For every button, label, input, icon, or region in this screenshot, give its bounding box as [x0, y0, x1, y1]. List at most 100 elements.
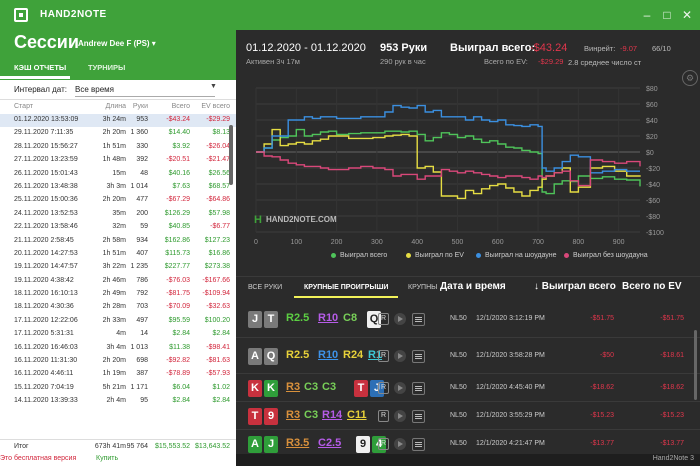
- table-row[interactable]: 18.11.2020 16:10:13 2h 49m 792 -$81.75 -$109…: [0, 288, 236, 301]
- play-icon[interactable]: [394, 313, 406, 325]
- replay-badge[interactable]: R: [378, 350, 389, 362]
- cell-total: $14.40: [168, 129, 190, 137]
- play-icon[interactable]: [394, 438, 406, 450]
- date-interval: Интервал дат: Все время ▼: [0, 80, 236, 100]
- play-icon[interactable]: [394, 410, 406, 422]
- col-total[interactable]: Всего: [171, 103, 190, 110]
- table-row[interactable]: 26.11.2020 15:01:43 15m 48 $40.16 $26.56: [0, 168, 236, 181]
- tab-big-wins[interactable]: КРУПНЫ: [408, 284, 438, 291]
- col-ev-total[interactable]: Всего по EV: [622, 281, 682, 292]
- cell-start: 18.11.2020 4:30:36: [14, 303, 74, 311]
- table-row[interactable]: 21.11.2020 2:58:45 2h 58m 934 $162.86 $127.2…: [0, 235, 236, 248]
- tab-big-losses[interactable]: КРУПНЫЕ ПРОИГРЫШИ: [304, 284, 389, 291]
- scrollbar[interactable]: [229, 125, 233, 185]
- table-row[interactable]: 16.11.2020 16:46:03 3h 4m 1 013 $11.38 -$98.…: [0, 342, 236, 355]
- table-row[interactable]: 14.11.2020 13:39:33 2h 4m 95 $2.84 $2.84: [0, 395, 236, 408]
- notes-icon[interactable]: [412, 349, 425, 363]
- board-card: Q: [367, 310, 381, 328]
- legend-item-showdown[interactable]: Выиграл на шоудауне: [476, 252, 557, 259]
- tab-tournaments[interactable]: ТУРНИРЫ: [88, 63, 126, 72]
- table-row[interactable]: 16.11.2020 4:46:11 1h 19m 387 -$78.89 -$57.9…: [0, 368, 236, 381]
- cell-length: 3h 24m: [102, 116, 126, 123]
- notes-icon[interactable]: [412, 409, 425, 423]
- cell-ev: $273.38: [204, 263, 230, 271]
- hand-row[interactable]: A Q R2.5 R10 R24 R1 R NL50 12/1/2020 3:58:28 PM -…: [236, 338, 700, 374]
- table-row[interactable]: 17.11.2020 12:22:06 2h 33m 497 $95.59 $100.2…: [0, 315, 236, 328]
- table-row[interactable]: 24.11.2020 13:52:53 35m 200 $126.29 $57.98: [0, 208, 236, 221]
- table-row[interactable]: 19.11.2020 4:38:42 2h 46m 786 -$76.03 -$167.…: [0, 275, 236, 288]
- app-version: Hand2Note 3: [652, 455, 694, 462]
- cell-total: $227.77: [164, 263, 190, 271]
- hand-row[interactable]: T 9 R3 C3 R14 C11 R NL50 12/1/2020 3:55:29 PM -$1…: [236, 402, 700, 430]
- notes-icon[interactable]: [412, 437, 425, 451]
- cell-length: 2h 49m: [102, 290, 126, 298]
- legend-item-total[interactable]: Выиграл всего: [331, 252, 387, 259]
- table-row[interactable]: 19.11.2020 14:47:57 3h 22m 1 235 $227.77 $27…: [0, 261, 236, 274]
- tab-all-hands[interactable]: ВСЕ РУКИ: [248, 284, 283, 291]
- hand-ev: -$18.62: [660, 384, 684, 391]
- hand-stake: NL50: [450, 384, 467, 391]
- table-row[interactable]: 26.11.2020 13:48:38 3h 3m 1 014 $7.63 $68.57: [0, 181, 236, 194]
- col-ev[interactable]: EV всего: [201, 103, 230, 110]
- col-length[interactable]: Длина: [105, 103, 127, 110]
- table-row[interactable]: 25.11.2020 15:00:36 2h 20m 477 -$67.29 -$64.…: [0, 194, 236, 207]
- col-won-total[interactable]: ↓ Выиграл всего: [534, 281, 616, 292]
- cell-hands: 330: [136, 142, 148, 150]
- cell-ev: -$167.66: [202, 276, 230, 284]
- replay-badge[interactable]: R: [378, 410, 389, 422]
- table-row[interactable]: 15.11.2020 7:04:19 5h 21m 1 171 $6.04 $1.02: [0, 382, 236, 395]
- report-tabs: КЭШ ОТЧЕТЫ ТУРНИРЫ: [0, 58, 236, 80]
- buy-link[interactable]: Купить: [96, 455, 119, 462]
- cell-length: 3h 22m: [102, 263, 126, 271]
- table-row[interactable]: 18.11.2020 4:30:36 2h 28m 703 -$70.09 -$32.6…: [0, 301, 236, 314]
- table-row[interactable]: 22.11.2020 13:58:46 32m 59 $40.85 -$6.77: [0, 221, 236, 234]
- replay-badge[interactable]: R: [378, 313, 389, 325]
- sessions-panel: Сессии Andrew Dee F (PS) ▾ КЭШ ОТЧЕТЫ ТУ…: [0, 30, 236, 466]
- table-row[interactable]: 17.11.2020 5:31:31 4m 14 $2.84 $2.84: [0, 328, 236, 341]
- cell-length: 2h 33m: [102, 316, 126, 324]
- table-row[interactable]: 01.12.2020 13:53:09 3h 24m 953 -$43.24 -$29.…: [0, 114, 236, 128]
- date-interval-select[interactable]: Все время: [75, 85, 215, 97]
- hand-time: 12/1/2020 3:12:19 PM: [476, 315, 545, 322]
- legend-item-non-showdown[interactable]: Выиграл без шоудауна: [564, 252, 648, 259]
- cell-total: -$81.75: [166, 290, 190, 298]
- table-row[interactable]: 16.11.2020 11:31:30 2h 20m 698 -$92.82 -$81.…: [0, 355, 236, 368]
- table-row[interactable]: 29.11.2020 7:11:35 2h 20m 1 360 $14.40 $8.13: [0, 127, 236, 140]
- table-row[interactable]: 20.11.2020 14:27:53 1h 51m 407 $115.73 $16.8…: [0, 248, 236, 261]
- legend-item-ev[interactable]: Выиграл по EV: [406, 252, 464, 259]
- col-start[interactable]: Старт: [14, 103, 34, 110]
- cell-hands: 786: [136, 276, 148, 284]
- cell-start: 15.11.2020 7:04:19: [14, 383, 74, 391]
- player-selector[interactable]: Andrew Dee F (PS) ▾: [78, 39, 156, 48]
- table-row[interactable]: 28.11.2020 15:56:27 1h 51m 330 $3.92 -$26.04: [0, 141, 236, 154]
- col-date-time[interactable]: Дата и время: [440, 281, 506, 292]
- cell-ev: $2.84: [212, 330, 230, 338]
- tab-cash-reports[interactable]: КЭШ ОТЧЕТЫ: [14, 63, 67, 72]
- board-card: J: [370, 379, 384, 397]
- hand-row[interactable]: K K R3 C3 C3 T J R NL50 12/1/2020 4:45:40 PM -$18.…: [236, 374, 700, 402]
- notes-icon[interactable]: [412, 312, 425, 326]
- hand-won: -$18.62: [590, 384, 614, 391]
- gear-icon[interactable]: ⚙: [682, 70, 698, 86]
- chevron-down-icon[interactable]: ▼: [210, 83, 217, 90]
- hand-row[interactable]: A J R3.5 C2.5 9 4 R NL50 12/1/2020 4:21:47 PM -$1…: [236, 430, 700, 458]
- replay-badge[interactable]: R: [378, 382, 389, 394]
- preflop-action: R3: [286, 409, 301, 421]
- hand-row[interactable]: J T R2.5 R10 C8 Q R NL50 12/1/2020 3:12:19 PM -$5…: [236, 300, 700, 338]
- cell-start: 29.11.2020 7:11:35: [14, 129, 74, 137]
- scrollbar[interactable]: [694, 330, 697, 400]
- date-interval-label: Интервал дат:: [14, 85, 67, 94]
- play-icon[interactable]: [394, 350, 406, 362]
- close-button[interactable]: ✕: [681, 8, 693, 22]
- play-icon[interactable]: [394, 382, 406, 394]
- notes-icon[interactable]: [412, 381, 425, 395]
- replay-badge[interactable]: R: [378, 438, 389, 450]
- total-label: Итог: [14, 443, 29, 450]
- minimize-button[interactable]: –: [643, 8, 651, 22]
- col-hands[interactable]: Руки: [132, 103, 148, 110]
- cell-ev: $57.98: [208, 209, 230, 217]
- cell-hands: 387: [136, 370, 148, 378]
- table-row[interactable]: 27.11.2020 13:23:59 1h 48m 392 -$20.51 -$21.…: [0, 154, 236, 167]
- maximize-button[interactable]: □: [663, 8, 671, 22]
- winrate-tail: 66/10: [652, 44, 671, 53]
